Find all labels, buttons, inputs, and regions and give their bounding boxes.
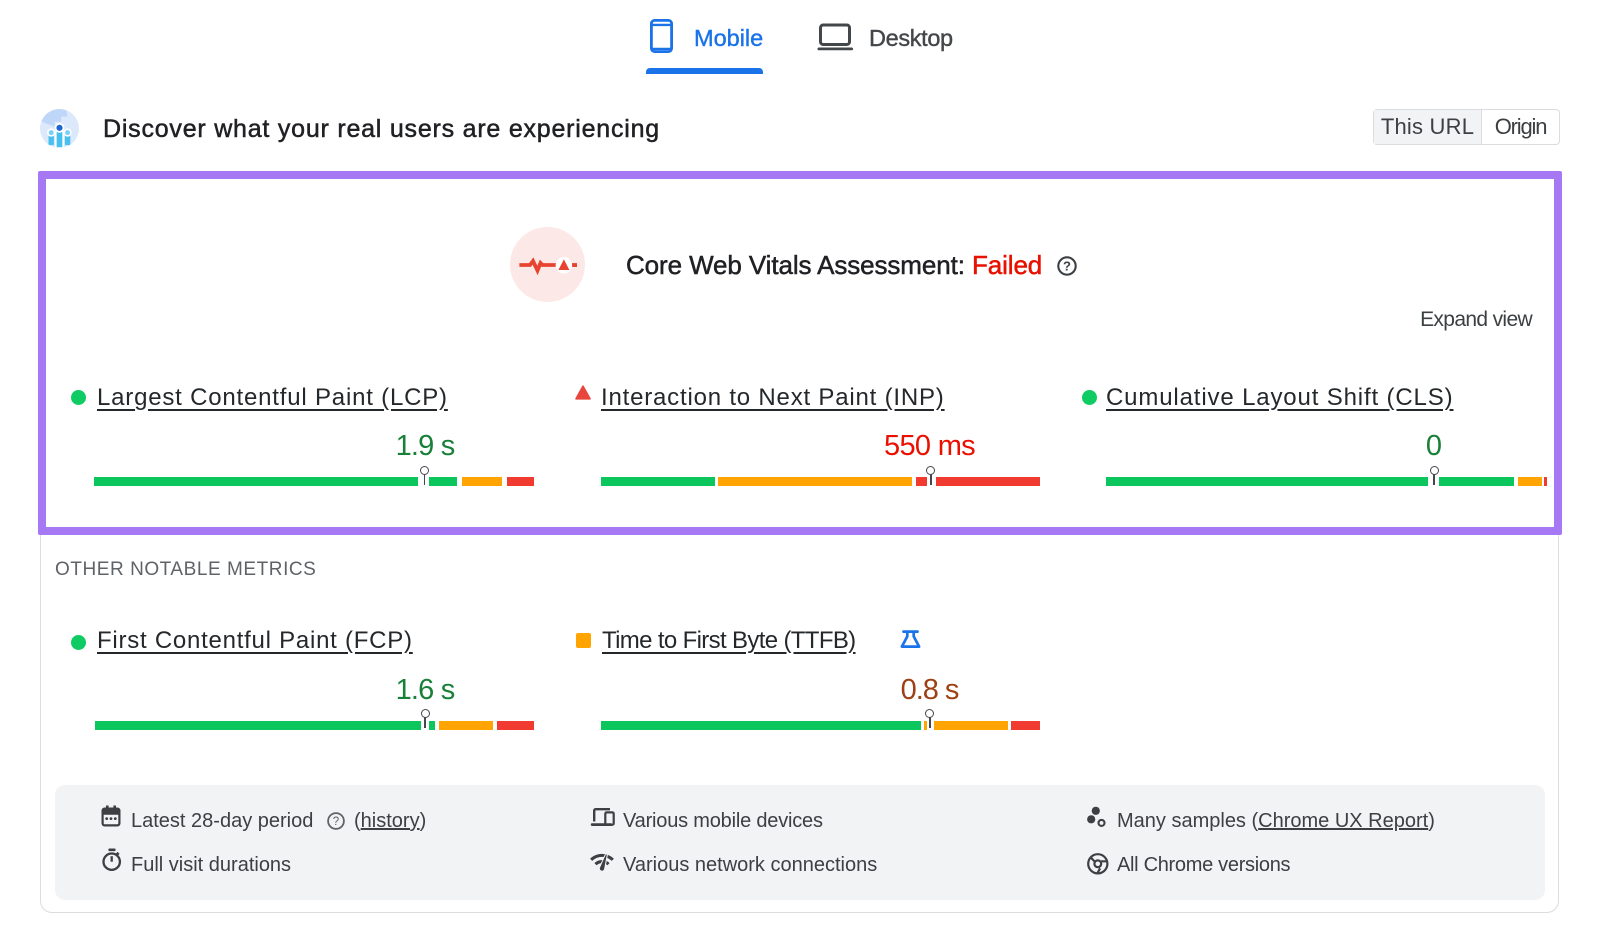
svg-text:?: ? bbox=[333, 816, 339, 828]
svg-text:?: ? bbox=[1063, 258, 1071, 273]
